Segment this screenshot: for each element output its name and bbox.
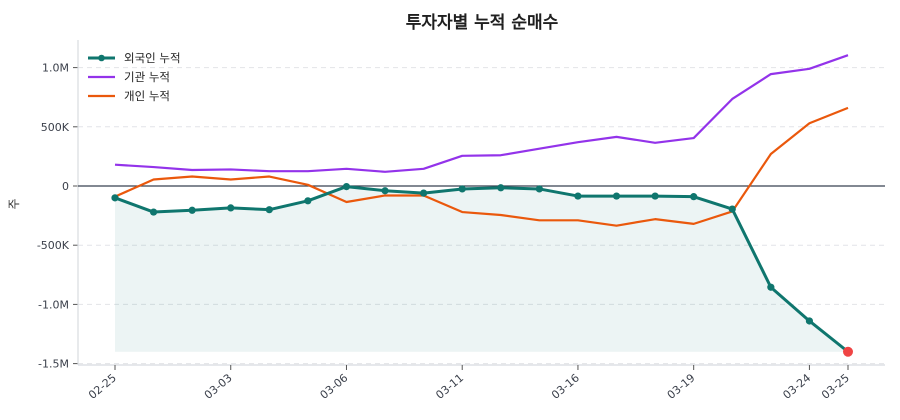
area-fill	[115, 186, 848, 352]
point-marker	[651, 192, 659, 200]
series-line-0	[114, 185, 849, 353]
point-marker	[805, 317, 814, 325]
y-tick-label: -1.0M	[38, 298, 69, 311]
legend-label: 외국인 누적	[124, 51, 181, 65]
legend-marker	[98, 54, 105, 62]
y-tick-label: 500K	[41, 121, 70, 134]
point-marker	[265, 206, 273, 214]
point-marker	[342, 182, 351, 191]
x-tick-label: 03-06	[318, 371, 351, 402]
series-line-1	[114, 54, 849, 173]
point-marker	[728, 205, 736, 213]
foreign-area-fill	[115, 186, 848, 352]
last-point-marker	[843, 346, 853, 357]
point-marker	[381, 187, 389, 195]
x-tick-label: 02-25	[86, 371, 119, 402]
x-tick-label: 03-19	[665, 371, 698, 402]
point-marker	[574, 192, 582, 200]
x-tick-label: 03-03	[202, 371, 235, 402]
point-marker	[690, 193, 698, 201]
point-marker	[420, 189, 428, 197]
y-tick-label: -1.5M	[38, 358, 69, 371]
point-marker	[227, 204, 235, 212]
point-marker	[188, 206, 196, 214]
y-axis-label: 주	[7, 198, 21, 209]
x-tick-label: 03-24	[781, 371, 814, 402]
point-marker	[111, 194, 119, 202]
point-marker	[612, 192, 621, 200]
legend-label: 기관 누적	[124, 70, 170, 84]
point-marker	[458, 185, 466, 193]
point-marker	[767, 283, 775, 291]
point-marker	[304, 197, 312, 205]
y-tick-label: 0	[62, 180, 69, 193]
point-marker	[497, 184, 505, 192]
y-tick-label: -500K	[37, 239, 70, 252]
legend-label: 개인 누적	[124, 89, 170, 103]
chart-title: 투자자별 누적 순매수	[406, 13, 559, 33]
point-marker	[535, 185, 543, 193]
series-line-2	[114, 106, 849, 227]
series-lines	[111, 54, 853, 357]
x-tick-label: 03-25	[819, 371, 852, 402]
point-marker	[149, 208, 158, 216]
x-tick-label: 03-11	[433, 371, 466, 402]
y-tick-label: 1.0M	[42, 62, 69, 75]
x-tick-label: 03-16	[549, 371, 582, 402]
